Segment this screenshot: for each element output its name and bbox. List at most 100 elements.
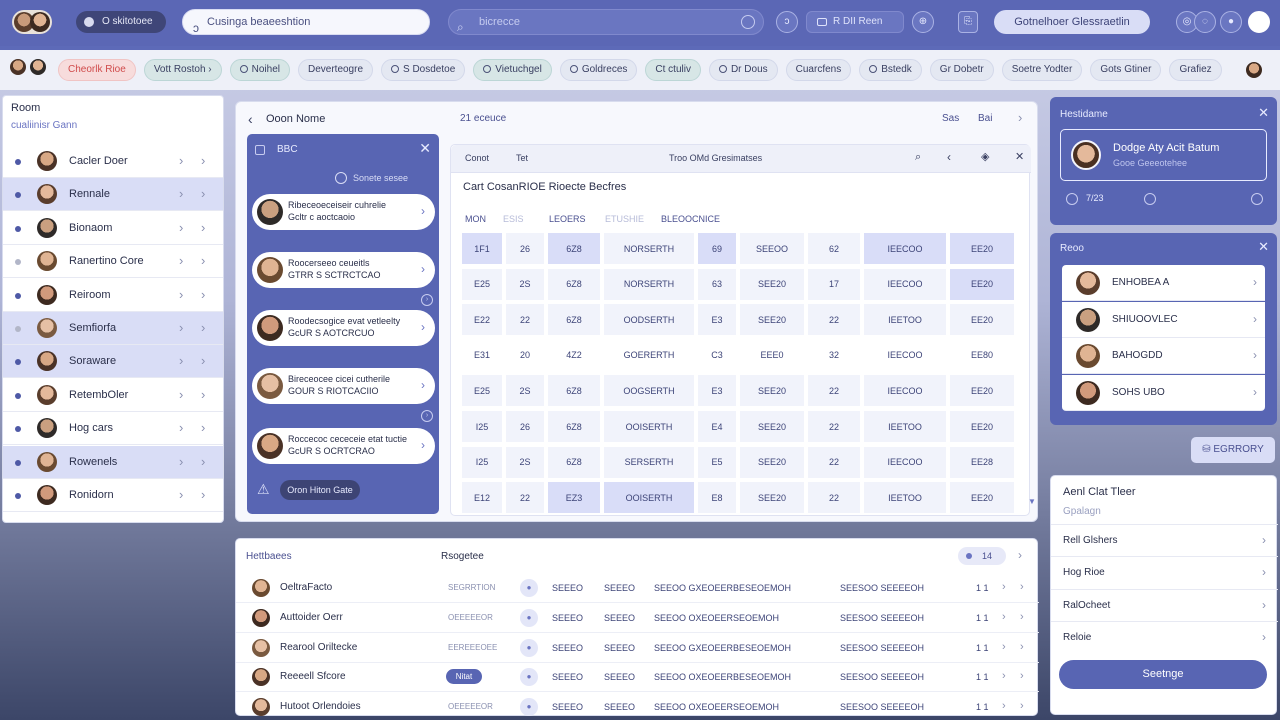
chevron-right-icon[interactable]: › <box>201 186 206 202</box>
table-cell[interactable]: 22 <box>807 445 861 479</box>
table-cell[interactable]: OOISERTH <box>603 410 695 443</box>
table-cell[interactable]: OOGSERTH <box>603 374 695 408</box>
table-row[interactable]: Auttoider Oerr OEEEEEOR ● SEEEO SEEEO SEEOO O… <box>236 603 1039 633</box>
chevron-right-icon[interactable]: › <box>179 487 184 502</box>
table-cell[interactable]: EE20 <box>949 267 1015 301</box>
close-icon[interactable]: ✕ <box>1015 151 1025 163</box>
table-cell[interactable]: 1F1 <box>461 232 503 265</box>
status-badge[interactable]: Nitat <box>446 669 482 685</box>
settings-item[interactable]: Hog Rioe › <box>1051 556 1278 588</box>
table-cell[interactable]: E31 <box>461 338 503 372</box>
chevron-right-icon[interactable]: › <box>201 386 206 402</box>
settings-item[interactable]: RalOcheet › <box>1051 588 1278 621</box>
filter-chip[interactable]: Soetre Yodter <box>1001 59 1083 81</box>
table-cell[interactable]: IEECOO <box>863 267 947 301</box>
plus-icon[interactable] <box>1144 193 1156 205</box>
chevron-right-icon[interactable]: › <box>201 453 206 469</box>
help-icon[interactable]: ◌ <box>1194 11 1216 33</box>
table-row[interactable]: Rearool Oriltecke EEREEEOEE ● SEEEO SEEEO SEE… <box>236 633 1039 663</box>
rooms-subheading[interactable]: cualiinisr Gann <box>11 120 78 131</box>
filter-chip[interactable]: Cuarcfens <box>785 59 852 81</box>
table-cell[interactable]: 20 <box>505 338 545 372</box>
chevron-right-icon[interactable]: › <box>179 253 184 269</box>
chevron-right-icon[interactable]: › <box>179 420 184 436</box>
chevron-right-icon[interactable]: › <box>1002 700 1006 713</box>
back-icon[interactable]: ‹ <box>248 111 253 127</box>
chevron-right-icon[interactable]: › <box>179 219 184 235</box>
room-list-item[interactable]: Ronidorn › › <box>3 479 223 512</box>
refresh-button[interactable]: ↄ <box>776 11 798 33</box>
clear-icon[interactable] <box>741 15 755 29</box>
avatar[interactable] <box>1246 62 1262 78</box>
chevron-right-icon[interactable]: › <box>1020 581 1024 593</box>
scroll-down-icon[interactable]: ▼ <box>1028 497 1036 506</box>
search-input[interactable]: ↄ Cusinga beaeeshtion <box>182 9 430 35</box>
filter-chip[interactable]: Grafiez <box>1169 59 1222 81</box>
filter-chip[interactable]: Vott Rostoh › <box>143 59 222 81</box>
table-cell[interactable]: 6Z8 <box>547 303 601 337</box>
chevron-right-icon[interactable]: › <box>1018 110 1023 125</box>
toolbar-count[interactable]: Conot <box>465 153 490 163</box>
message-card[interactable]: Roccecoc cececeie etat tuctie GcUR S OCRT… <box>252 428 435 464</box>
table-cell[interactable]: 22 <box>807 374 861 408</box>
table-cell[interactable]: 6Z8 <box>547 445 601 479</box>
filter-chip[interactable]: Noihel <box>229 59 290 81</box>
filter-chip[interactable]: Goldreces <box>559 59 638 81</box>
table-cell[interactable]: OODSERTH <box>603 303 695 337</box>
table-cell[interactable]: SERSERTH <box>603 445 695 479</box>
table-cell[interactable]: 6Z8 <box>547 374 601 408</box>
room-list-item[interactable]: Rennale › › <box>3 178 223 212</box>
table-cell[interactable]: OOISERTH <box>603 481 695 515</box>
table-cell[interactable]: 32 <box>807 338 861 372</box>
room-list-item[interactable]: Semfiorfa › › <box>3 312 223 345</box>
room-list-item[interactable]: Ranertino Core › › <box>3 245 223 279</box>
chevron-right-icon[interactable]: › <box>179 386 184 402</box>
table-cell[interactable]: EE80 <box>949 338 1015 372</box>
table-cell[interactable]: 4Z2 <box>547 338 601 372</box>
messages-action-button[interactable]: Oron Hiton Gate <box>280 480 360 500</box>
chevron-right-icon[interactable]: › <box>179 453 184 469</box>
filter-chip[interactable]: Deverteogre <box>297 59 374 81</box>
row-status-icon[interactable]: ● <box>520 579 538 597</box>
chevron-right-icon[interactable]: › <box>1002 670 1006 683</box>
table-cell[interactable]: 22 <box>807 410 861 443</box>
chevron-right-icon[interactable]: › <box>201 219 206 235</box>
chevron-right-icon[interactable]: › <box>1018 548 1022 562</box>
message-card[interactable]: Ribeceoeceiseir cuhrelie Gcltr c aoctcaoi… <box>252 194 435 230</box>
table-cell[interactable]: EE20 <box>949 374 1015 408</box>
filter-chip[interactable]: Bstedk <box>859 59 922 81</box>
table-cell[interactable]: 17 <box>807 267 861 301</box>
chevron-right-icon[interactable]: › <box>1020 640 1024 653</box>
chevron-right-icon[interactable]: › <box>1002 640 1006 653</box>
filter-chip[interactable]: Ct ctuliv <box>645 59 701 81</box>
chevron-right-icon[interactable]: › <box>201 320 206 335</box>
table-cell[interactable]: E4 <box>697 410 737 443</box>
table-cell[interactable]: SEE20 <box>739 303 805 337</box>
table-cell[interactable]: E3 <box>697 374 737 408</box>
secondary-search-input[interactable]: ⌕ bicrecce <box>448 9 764 35</box>
messages-filter[interactable]: Sonete sesee <box>333 170 431 186</box>
table-cell[interactable]: SEE20 <box>739 445 805 479</box>
table-cell[interactable]: SEEOO <box>739 232 805 265</box>
chevron-right-icon[interactable]: › <box>179 153 184 168</box>
table-cell[interactable]: 63 <box>697 267 737 301</box>
table-cell[interactable]: SEE20 <box>739 481 805 515</box>
table-cell[interactable]: 22 <box>807 303 861 337</box>
table-cell[interactable]: IEECOO <box>863 232 947 265</box>
table-cell[interactable]: E25 <box>461 267 503 301</box>
header-action-1[interactable]: Sas <box>942 113 960 124</box>
table-cell[interactable]: E22 <box>461 303 503 337</box>
table-cell[interactable]: E25 <box>461 374 503 408</box>
export-button[interactable]: ⛁ EGRRORY <box>1191 437 1275 463</box>
chevron-right-icon[interactable]: › <box>1020 610 1024 623</box>
room-list-item[interactable]: Soraware › › <box>3 345 223 379</box>
room-list-item[interactable]: Hog cars › › <box>3 412 223 446</box>
member-list-item[interactable]: ENHOBEA A › <box>1062 265 1265 301</box>
chevron-right-icon[interactable]: › <box>1002 610 1006 623</box>
minus-icon[interactable] <box>1066 193 1078 205</box>
member-list-item[interactable]: BAHOGDD › <box>1062 338 1265 374</box>
member-list-item[interactable]: SHIUOOVLEC › <box>1062 301 1265 338</box>
chevron-right-icon[interactable]: › <box>1020 670 1024 683</box>
chevron-right-icon[interactable]: › <box>179 320 184 335</box>
column-header[interactable]: BLEOOCNICE <box>661 214 721 224</box>
